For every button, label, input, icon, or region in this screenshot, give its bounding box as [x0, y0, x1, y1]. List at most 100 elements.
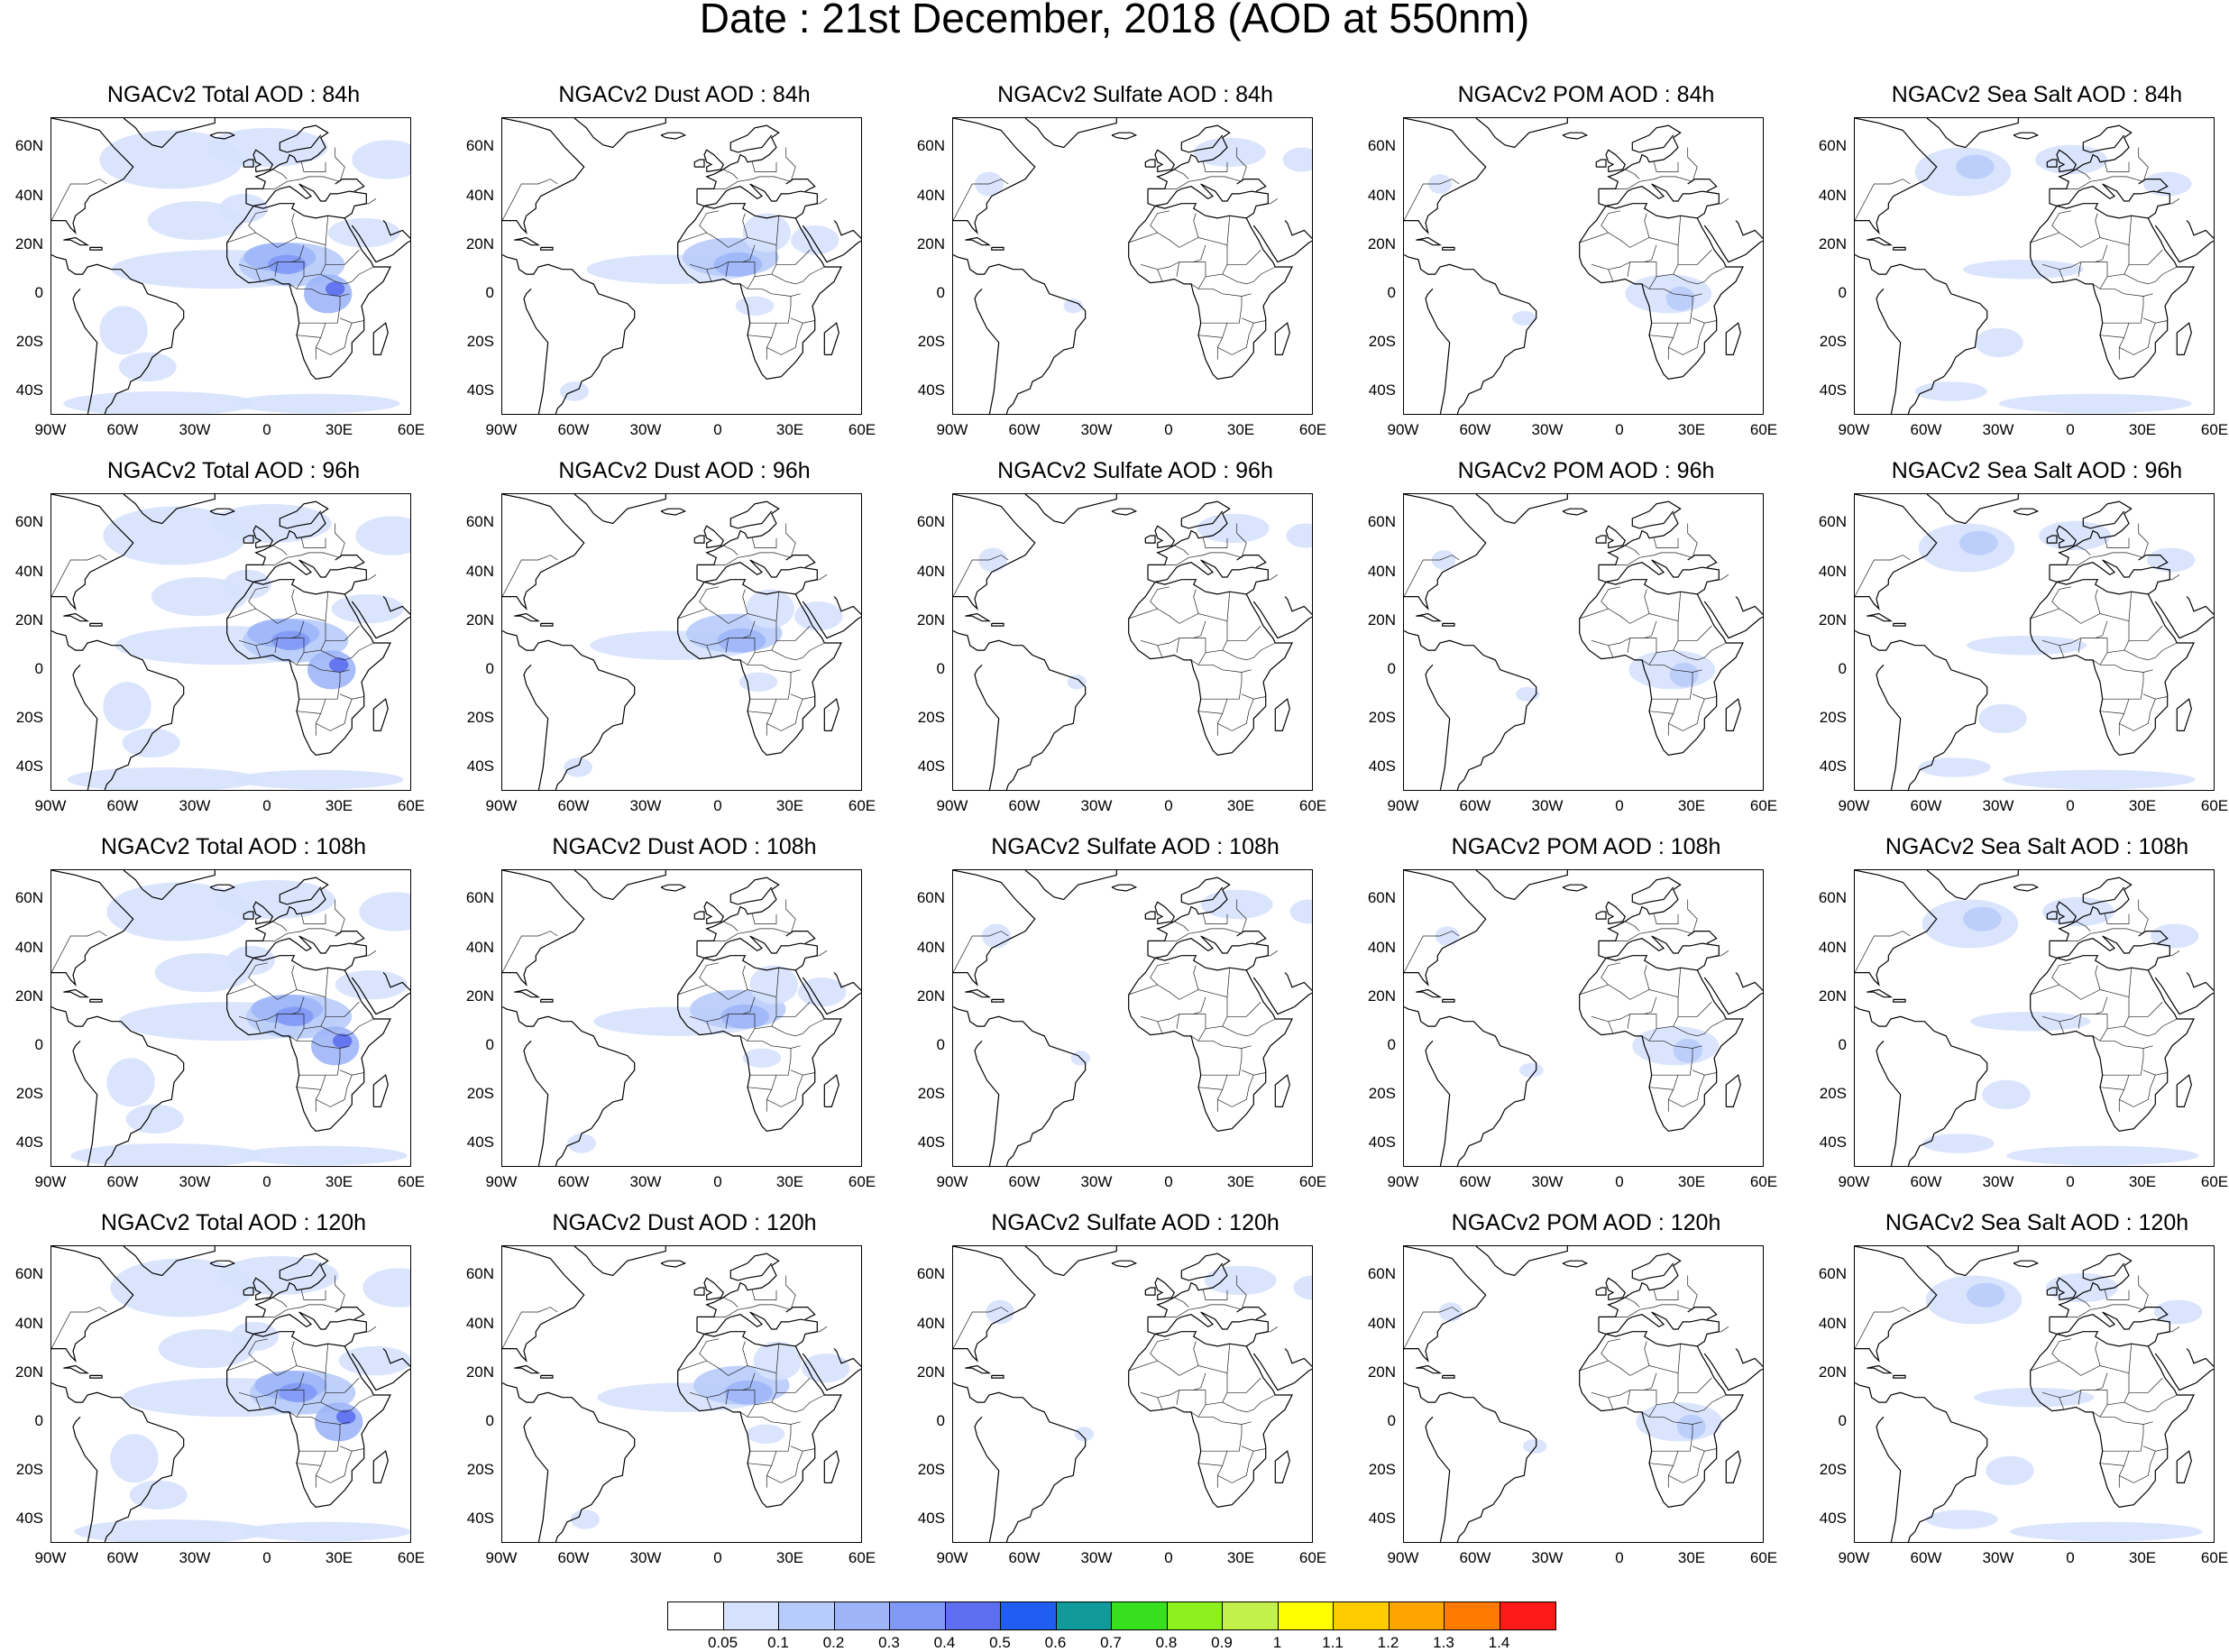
lat-tick-label: 20N: [1367, 1363, 1396, 1381]
lon-tick-label: 0: [262, 1173, 271, 1190]
lat-tick-label: 40N: [1367, 562, 1396, 580]
country-border: [751, 161, 777, 172]
country-border: [1678, 249, 1712, 265]
coastline: [123, 118, 216, 149]
colorbar-swatch: [945, 1602, 1001, 1629]
lon-tick-label: 0: [713, 421, 722, 438]
coastline: [974, 1040, 1000, 1166]
lat-tick-label: 60N: [14, 513, 43, 531]
lon-tick-label: 0: [2066, 421, 2075, 438]
coastline: [1252, 972, 1312, 1015]
coastline: [1926, 494, 2019, 525]
country-border: [785, 1275, 796, 1310]
lon-tick-label: 30W: [1080, 1173, 1113, 1190]
country-border: [771, 1018, 825, 1037]
aod-field-6: [279, 1382, 317, 1403]
map-panel-seasalt-96h: NGACv2 Sea Salt AOD : 96h 60N 40N 20N 0 20S 40…: [1803, 457, 2229, 827]
country-border: [1148, 176, 1243, 189]
coastline: [1236, 179, 1267, 192]
lat-tick-label: 60N: [465, 137, 494, 155]
coastline: [1425, 288, 1451, 414]
country-border: [1648, 335, 1674, 338]
country-border: [2104, 913, 2130, 924]
country-border: [1692, 1069, 1717, 1076]
lon-tick-label: 30E: [325, 421, 353, 438]
country-border: [1653, 913, 1679, 924]
coastline: [1703, 596, 1763, 639]
aod-field-10: [235, 769, 404, 790]
country-border: [751, 1289, 777, 1300]
country-border: [1678, 1377, 1712, 1393]
lon-tick-label: 0: [2066, 797, 2075, 814]
country-border: [1625, 1297, 1640, 1308]
aod-field-0: [1204, 1265, 1277, 1296]
country-border: [1696, 323, 1705, 348]
country-border: [246, 552, 341, 565]
country-border: [2095, 965, 2101, 990]
lon-tick-label: 30W: [1531, 1549, 1564, 1566]
country-border: [775, 968, 780, 997]
aod-field-12: [106, 1058, 155, 1107]
aod-field-5: [564, 757, 592, 777]
aod-field-1: [1669, 662, 1699, 687]
map-svg: [1404, 494, 1763, 790]
country-border: [325, 1344, 329, 1373]
coastline: [1605, 525, 1627, 549]
country-border: [1579, 608, 1679, 665]
country-border: [794, 323, 803, 348]
map-area: [501, 493, 862, 791]
coastline: [351, 220, 410, 263]
coastline: [1876, 288, 1902, 414]
country-border: [742, 620, 756, 638]
country-border: [699, 210, 720, 234]
country-border: [51, 931, 107, 973]
country-border: [1673, 642, 1727, 661]
country-border: [1222, 266, 1276, 285]
lon-tick-label: 0: [1164, 1549, 1173, 1566]
aod-field-1: [99, 130, 244, 189]
coastline: [1147, 1311, 1269, 1347]
coastline: [2154, 972, 2214, 1015]
country-border: [1216, 1048, 1243, 1112]
coastline: [89, 622, 103, 627]
lon-tick-label: 30E: [2128, 797, 2157, 814]
coastline: [72, 288, 98, 414]
map-area: [501, 869, 862, 1167]
aod-field-4: [794, 601, 843, 631]
coastline: [2138, 179, 2169, 192]
aod-field-12: [103, 682, 151, 731]
coastline: [1148, 876, 1231, 941]
coastline: [991, 998, 1004, 1003]
lat-tick-label: 40N: [14, 186, 43, 204]
coastline: [1605, 1277, 1627, 1301]
lat-tick-label: 20N: [14, 234, 43, 252]
country-border: [1157, 1397, 1163, 1410]
country-border: [699, 962, 720, 986]
aod-field-2: [1286, 523, 1312, 548]
aod-field-2: [1438, 1302, 1463, 1322]
country-border: [291, 213, 298, 238]
aod-field-1: [1959, 530, 1998, 555]
coastline: [226, 579, 391, 757]
aod-field-3: [749, 965, 798, 1005]
lon-tick-label: 60E: [848, 797, 876, 814]
panel-title: NGACv2 Sulfate AOD : 108h: [991, 834, 1280, 859]
aod-field-0: [1197, 513, 1270, 544]
map-svg: [1855, 494, 2214, 790]
country-border: [747, 1087, 772, 1090]
lat-tick-label: 40S: [15, 1133, 43, 1151]
country-border: [300, 161, 326, 172]
lon-tick-label: 60W: [557, 1549, 590, 1566]
country-border: [1644, 965, 1650, 990]
coastline: [1425, 664, 1451, 790]
lat-tick-label: 20S: [15, 1460, 43, 1478]
coastline: [1111, 884, 1138, 892]
lat-tick-label: 40S: [15, 381, 43, 399]
map-panel-seasalt-120h: NGACv2 Sea Salt AOD : 120h 60N 40N 20N 0 20S 4…: [1803, 1209, 2229, 1579]
country-border: [335, 147, 345, 182]
country-border: [2128, 968, 2133, 997]
coastline: [696, 183, 818, 219]
lat-tick-label: 20S: [466, 332, 494, 350]
country-border: [2078, 1390, 2082, 1405]
panel-title: NGACv2 Sulfate AOD : 120h: [991, 1210, 1280, 1235]
